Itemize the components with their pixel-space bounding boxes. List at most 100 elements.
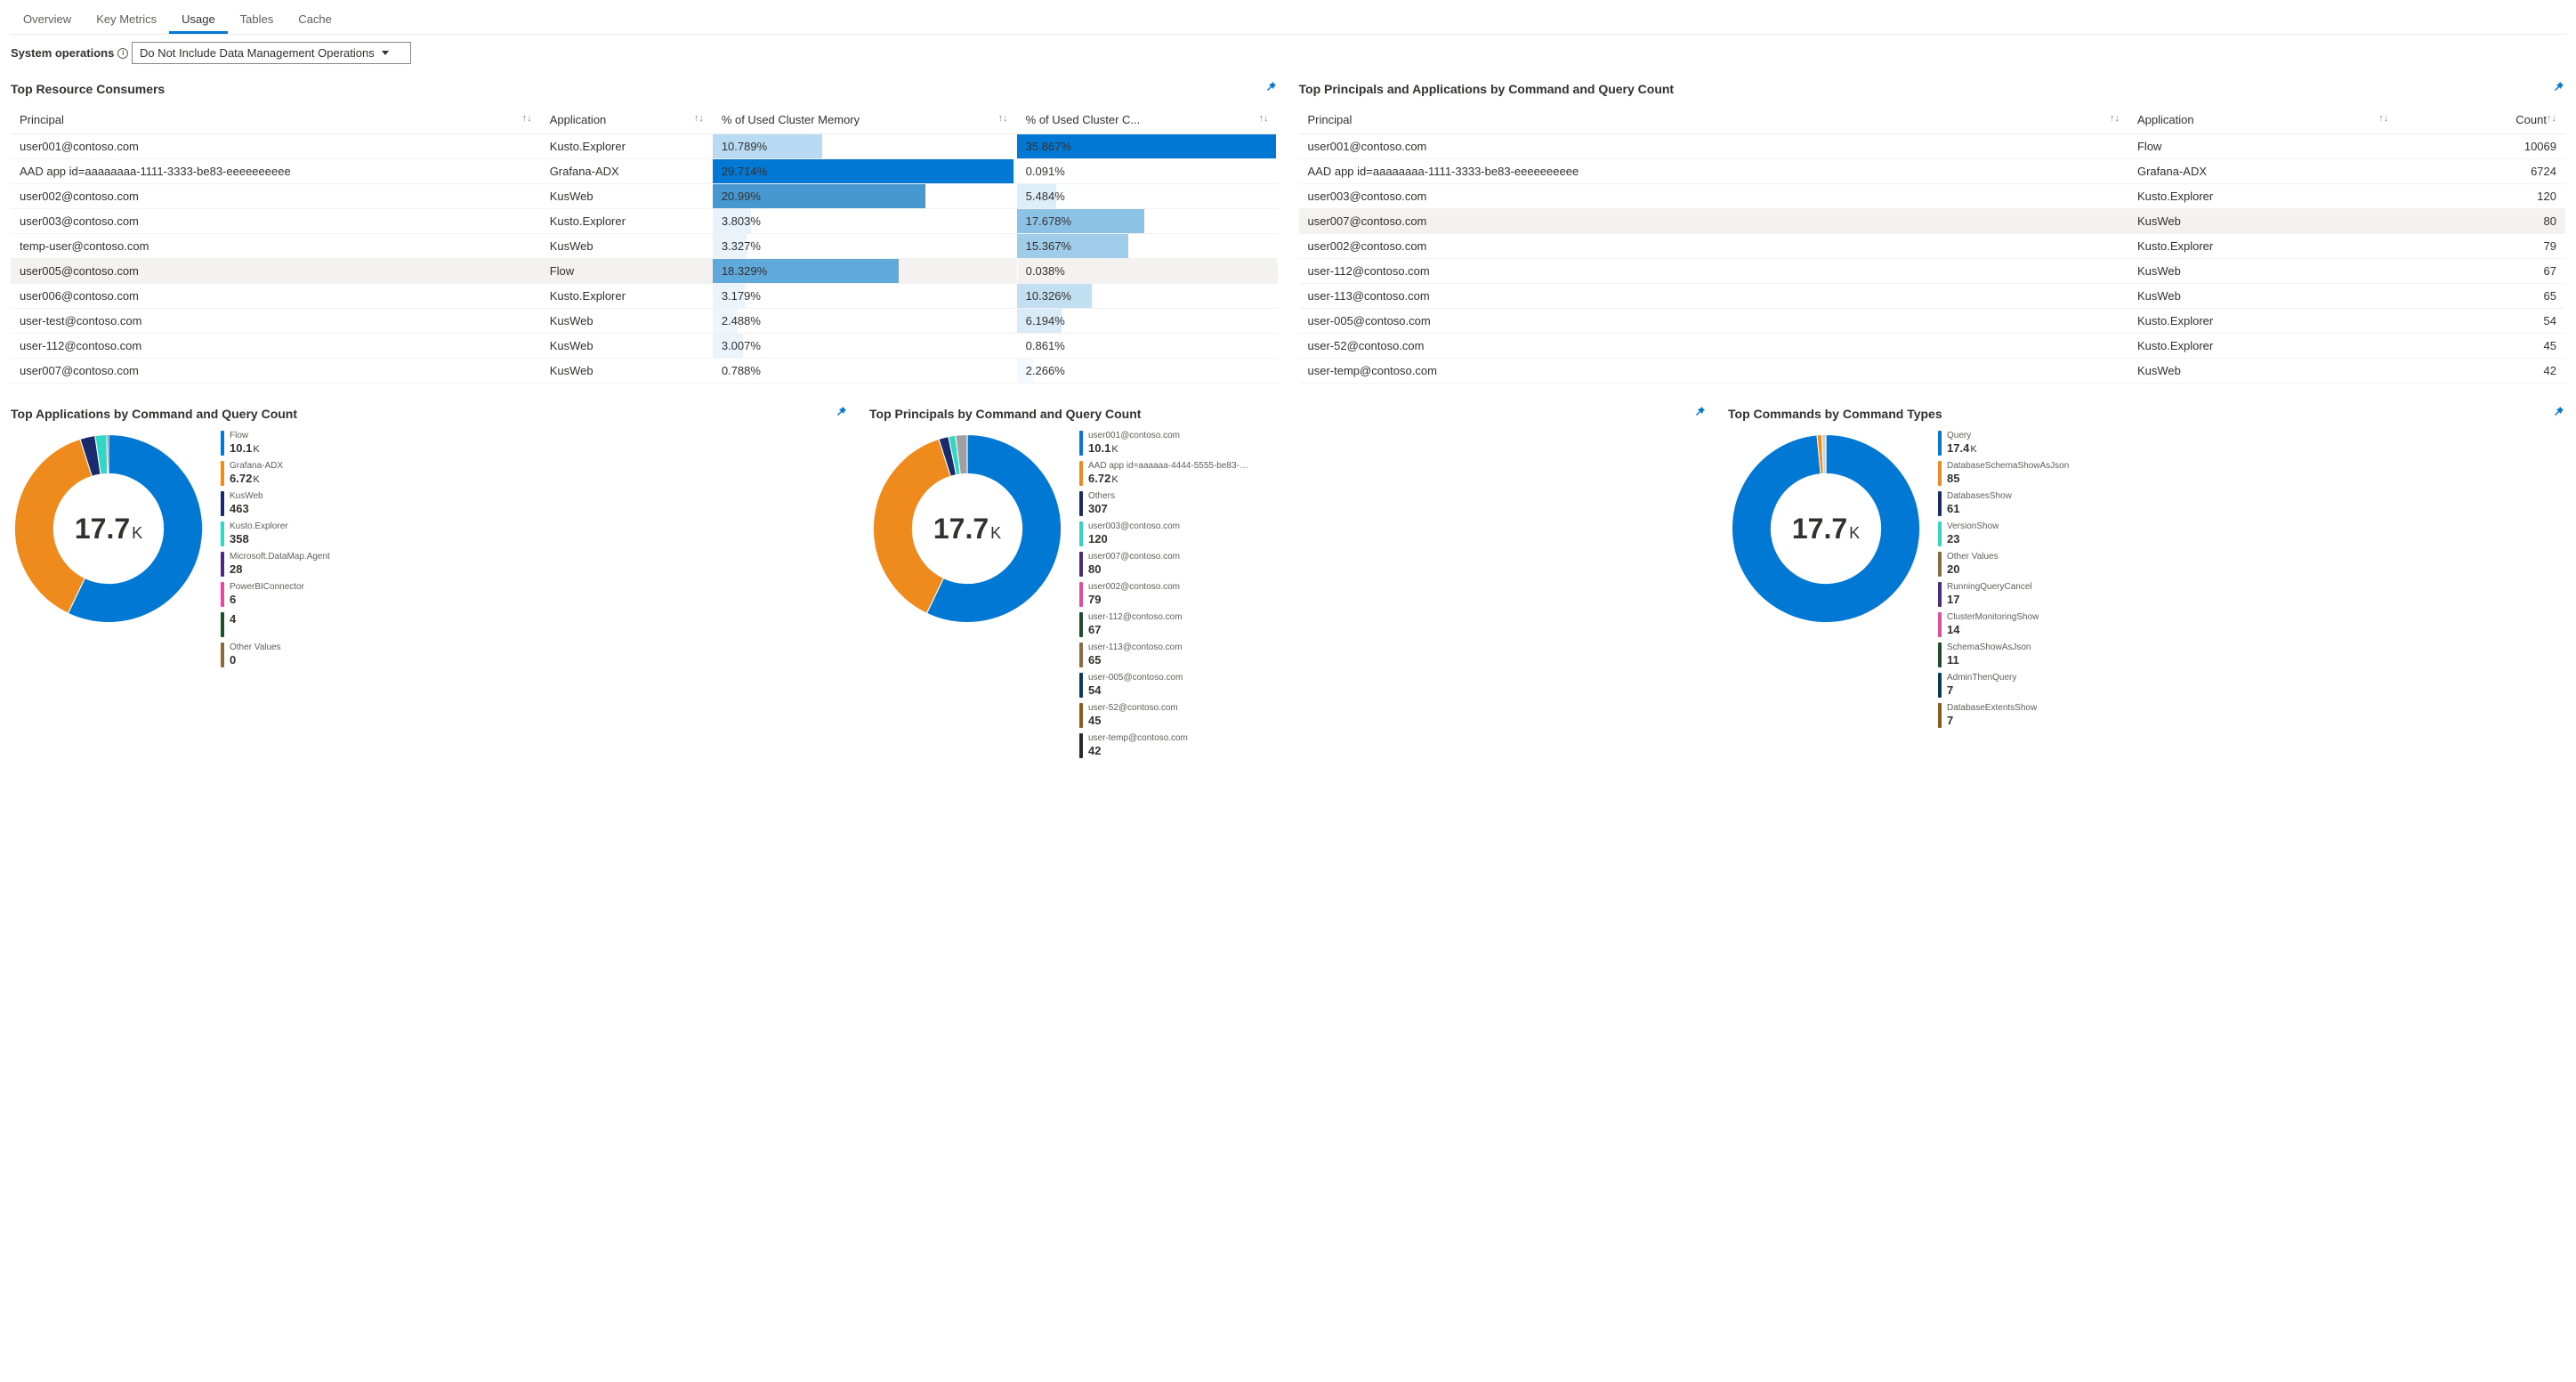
table-row[interactable]: user-112@contoso.comKusWeb3.007%0.861% [11,334,1278,359]
table-row[interactable]: user002@contoso.comKusto.Explorer79 [1299,234,2566,259]
pin-icon[interactable] [2551,405,2565,422]
tab-overview[interactable]: Overview [11,7,84,34]
legend-item[interactable]: VersionShow23 [1938,521,2565,546]
panel-title: Top Principals and Applications by Comma… [1299,82,1675,96]
table-row[interactable]: user001@contoso.comKusto.Explorer10.789%… [11,134,1278,159]
legend-item[interactable]: DatabaseSchemaShowAsJson85 [1938,461,2565,486]
column-header[interactable]: Principal↑↓ [11,106,541,134]
panel-title: Top Commands by Command Types [1728,407,1942,421]
cell-principal: user-112@contoso.com [11,334,541,359]
legend-value: 42 [1088,744,1188,758]
cell-principal: user007@contoso.com [11,359,541,384]
table-row[interactable]: user-113@contoso.comKusWeb65 [1299,284,2566,309]
legend-swatch [1079,703,1083,728]
legend-item[interactable]: user-52@contoso.com45 [1079,703,1707,728]
cell-application: Kusto.Explorer [2128,334,2397,359]
cell-principal: user002@contoso.com [1299,234,2128,259]
legend-item[interactable]: DatabasesShow61 [1938,491,2565,516]
table-row[interactable]: user-005@contoso.comKusto.Explorer54 [1299,309,2566,334]
legend-item[interactable]: AdminThenQuery7 [1938,673,2565,698]
legend-label: Query [1947,431,1977,441]
tab-usage[interactable]: Usage [169,7,228,34]
table-row[interactable]: user005@contoso.comFlow18.329%0.038% [11,259,1278,284]
table-row[interactable]: user006@contoso.comKusto.Explorer3.179%1… [11,284,1278,309]
system-operations-dropdown[interactable]: Do Not Include Data Management Operation… [132,42,411,64]
legend-item[interactable]: SchemaShowAsJson11 [1938,643,2565,667]
legend-item[interactable]: RunningQueryCancel17 [1938,582,2565,607]
legend-item[interactable]: Microsoft.DataMap.Agent28 [221,552,848,577]
legend-item[interactable]: user003@contoso.com120 [1079,521,1707,546]
column-header[interactable]: Application↑↓ [2128,106,2397,134]
cell-cpu-pct: 10.326% [1017,284,1278,309]
legend-item[interactable]: Other Values0 [221,643,848,667]
legend-item[interactable]: PowerBIConnector6 [221,582,848,607]
pin-icon[interactable] [2551,80,2565,97]
table-row[interactable]: user-52@contoso.comKusto.Explorer45 [1299,334,2566,359]
column-header[interactable]: Application↑↓ [541,106,713,134]
legend-item[interactable]: user002@contoso.com79 [1079,582,1707,607]
legend-label: user-005@contoso.com [1088,673,1183,683]
legend-item[interactable]: user007@contoso.com80 [1079,552,1707,577]
legend-label: Microsoft.DataMap.Agent [230,552,330,562]
table-row[interactable]: AAD app id=aaaaaaaa-1111-3333-be83-eeeee… [11,159,1278,184]
tab-tables[interactable]: Tables [228,7,287,34]
legend-item[interactable]: 4 [221,612,848,637]
cell-application: KusWeb [541,184,713,209]
top-resource-consumers-table: Principal↑↓Application↑↓% of Used Cluste… [11,106,1278,384]
legend-item[interactable]: user-113@contoso.com65 [1079,643,1707,667]
column-header[interactable]: % of Used Cluster Memory↑↓ [713,106,1017,134]
legend-item[interactable]: AAD app id=aaaaaa-4444-5555-be83-eeeee..… [1079,461,1707,486]
tab-key-metrics[interactable]: Key Metrics [84,7,169,34]
table-row[interactable]: temp-user@contoso.comKusWeb3.327%15.367% [11,234,1278,259]
panel-top-principals-chart: Top Principals by Command and Query Coun… [869,405,1707,758]
info-icon[interactable]: i [117,48,128,59]
tab-cache[interactable]: Cache [286,7,344,34]
cell-count: 10069 [2397,134,2565,159]
donut-total: 17.7K [933,513,1001,546]
legend-swatch [221,521,224,546]
legend-value: 10.1K [230,441,260,456]
table-row[interactable]: user-temp@contoso.comKusWeb42 [1299,359,2566,384]
table-row[interactable]: user007@contoso.comKusWeb0.788%2.266% [11,359,1278,384]
table-row[interactable]: user003@contoso.comKusto.Explorer3.803%1… [11,209,1278,234]
legend-item[interactable]: Grafana-ADX6.72K [221,461,848,486]
legend-item[interactable]: DatabaseExtentsShow7 [1938,703,2565,728]
pin-icon[interactable] [834,405,848,422]
legend-item[interactable]: user-005@contoso.com54 [1079,673,1707,698]
legend-item[interactable]: ClusterMonitoringShow14 [1938,612,2565,637]
legend-item[interactable]: user001@contoso.com10.1K [1079,431,1707,456]
panel-top-principals-apps: Top Principals and Applications by Comma… [1299,80,2566,384]
legend-value: 80 [1088,562,1180,577]
legend-item[interactable]: Query17.4K [1938,431,2565,456]
table-row[interactable]: AAD app id=aaaaaaaa-1111-3333-be83-eeeee… [1299,159,2566,184]
cell-memory-pct: 2.488% [713,309,1017,334]
legend-label: Grafana-ADX [230,461,283,472]
table-row[interactable]: user002@contoso.comKusWeb20.99%5.484% [11,184,1278,209]
column-header[interactable]: Principal↑↓ [1299,106,2128,134]
table-row[interactable]: user001@contoso.comFlow10069 [1299,134,2566,159]
chart-legend: Query17.4K DatabaseSchemaShowAsJson85 Data… [1938,431,2565,728]
column-header[interactable]: Count↑↓ [2397,106,2565,134]
legend-item[interactable]: KusWeb463 [221,491,848,516]
legend-swatch [1079,643,1083,667]
table-row[interactable]: user003@contoso.comKusto.Explorer120 [1299,184,2566,209]
legend-item[interactable]: user-112@contoso.com67 [1079,612,1707,637]
legend-item[interactable]: Kusto.Explorer358 [221,521,848,546]
pin-icon[interactable] [1692,405,1707,422]
column-header[interactable]: % of Used Cluster C...↑↓ [1017,106,1278,134]
pin-icon[interactable] [1264,80,1278,97]
legend-item[interactable]: Other Values20 [1938,552,2565,577]
legend-item[interactable]: Flow10.1K [221,431,848,456]
table-row[interactable]: user-test@contoso.comKusWeb2.488%6.194% [11,309,1278,334]
legend-swatch [1079,521,1083,546]
legend-label: user-113@contoso.com [1088,643,1183,653]
table-row[interactable]: user-112@contoso.comKusWeb67 [1299,259,2566,284]
legend-item[interactable]: Others307 [1079,491,1707,516]
panel-title: Top Principals by Command and Query Coun… [869,407,1141,421]
legend-item[interactable]: user-temp@contoso.com42 [1079,733,1707,758]
table-row[interactable]: user007@contoso.comKusWeb80 [1299,209,2566,234]
legend-swatch [1079,552,1083,577]
cell-principal: AAD app id=aaaaaaaa-1111-3333-be83-eeeee… [11,159,541,184]
chevron-down-icon [382,51,389,55]
legend-swatch [1938,673,1942,698]
